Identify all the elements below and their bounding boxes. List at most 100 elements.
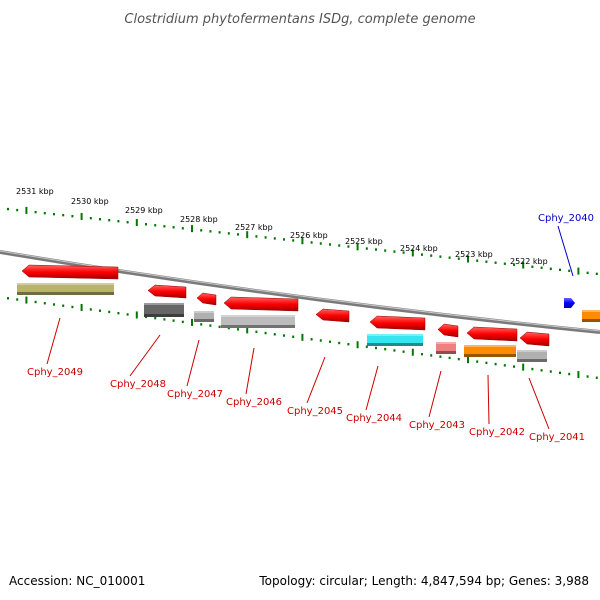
minor-tick — [108, 310, 111, 314]
kbp-label: 2531 kbp — [16, 187, 54, 196]
gene-label-Cphy_2046[interactable]: Cphy_2046 — [226, 397, 282, 408]
minor-tick — [53, 303, 55, 306]
minor-tick — [53, 212, 55, 216]
minor-tick — [329, 243, 331, 246]
minor-tick — [402, 350, 405, 353]
kbp-tick — [135, 311, 138, 319]
strand-arrow[interactable] — [466, 326, 518, 342]
minor-tick — [126, 313, 129, 316]
minor-tick — [347, 343, 350, 346]
gene-label-Cphy_2047[interactable]: Cphy_2047 — [167, 389, 223, 400]
gene-label-Cphy_2041[interactable]: Cphy_2041 — [529, 432, 585, 443]
minor-tick — [7, 207, 9, 211]
minor-tick — [448, 256, 451, 259]
kbp-tick — [356, 243, 359, 251]
minor-tick — [218, 325, 221, 329]
minor-tick — [16, 208, 19, 212]
kbp-tick — [25, 206, 28, 214]
strand-arrow[interactable] — [564, 298, 575, 308]
kbp-tick — [577, 371, 580, 379]
minor-tick — [421, 352, 423, 356]
product-block[interactable] — [221, 315, 295, 328]
minor-tick — [439, 255, 442, 258]
minor-tick — [255, 235, 258, 238]
product-block-shadow — [582, 319, 600, 322]
label-leader — [365, 365, 379, 411]
product-block-shadow — [464, 354, 516, 357]
gene-label-Cphy_2049[interactable]: Cphy_2049 — [27, 367, 83, 378]
minor-tick — [181, 320, 184, 324]
strand-arrow[interactable] — [147, 284, 187, 299]
minor-tick — [430, 354, 433, 357]
product-block-highlight — [144, 303, 184, 305]
strand-arrow[interactable] — [21, 264, 119, 280]
minor-tick — [237, 233, 239, 236]
gene-feature-Cphy_2041[interactable] — [517, 331, 550, 362]
minor-tick — [172, 319, 175, 322]
strand-arrow[interactable] — [519, 331, 550, 347]
minor-tick — [448, 356, 451, 360]
minor-tick — [71, 305, 74, 309]
gene-feature-Cphy_2040[interactable] — [564, 298, 600, 322]
kbp-tick — [135, 219, 138, 227]
strand-arrow[interactable] — [223, 296, 299, 312]
gene-label-Cphy_2043[interactable]: Cphy_2043 — [409, 420, 465, 431]
minor-tick — [540, 266, 543, 269]
minor-tick — [237, 328, 239, 331]
kbp-tick — [80, 212, 83, 220]
gene-feature-Cphy_2047[interactable] — [194, 292, 217, 322]
gene-feature-Cphy_2048[interactable] — [144, 284, 187, 317]
gene-label-Cphy_2045[interactable]: Cphy_2045 — [287, 406, 343, 417]
minor-tick — [62, 304, 65, 307]
gene-label-Cphy_2044[interactable]: Cphy_2044 — [346, 413, 402, 424]
gene-feature-Cphy_2042[interactable] — [464, 326, 518, 357]
minor-tick — [99, 218, 101, 221]
gene-label-Cphy_2048[interactable]: Cphy_2048 — [110, 379, 166, 390]
outer-tick-track — [7, 206, 598, 276]
gene-feature-Cphy_2044[interactable] — [367, 315, 426, 346]
product-block-shadow — [194, 319, 214, 322]
minor-tick — [319, 242, 322, 245]
kbp-tick — [467, 255, 469, 263]
label-leader — [557, 225, 574, 277]
minor-tick — [531, 367, 534, 371]
product-block-shadow — [221, 325, 295, 328]
minor-tick — [457, 257, 460, 260]
minor-tick — [421, 253, 423, 256]
kbp-tick — [577, 267, 580, 275]
gene-feature-Cphy_2045[interactable] — [315, 308, 350, 323]
product-block[interactable] — [144, 303, 184, 317]
gene-feature-Cphy_2046[interactable] — [221, 296, 299, 328]
product-block-highlight — [194, 311, 214, 313]
minor-tick — [71, 214, 74, 218]
minor-tick — [273, 333, 276, 336]
minor-tick — [310, 338, 313, 341]
kbp-tick — [301, 333, 304, 341]
strand-arrow[interactable] — [196, 292, 217, 306]
minor-tick — [227, 326, 230, 330]
label-leader — [129, 334, 161, 377]
gene-feature-Cphy_2043[interactable] — [436, 323, 459, 354]
gene-label-Cphy_2040[interactable]: Cphy_2040 — [538, 213, 594, 224]
product-block-shadow — [17, 292, 114, 295]
minor-tick — [62, 213, 65, 217]
strand-arrow[interactable] — [369, 315, 426, 331]
minor-tick — [273, 237, 276, 240]
strand-arrow[interactable] — [315, 308, 350, 323]
product-block-shadow — [517, 359, 547, 362]
minor-tick — [365, 247, 368, 250]
label-leader — [487, 374, 490, 425]
product-block[interactable] — [194, 311, 214, 322]
minor-tick — [503, 262, 506, 265]
gene-feature-Cphy_2049[interactable] — [17, 264, 119, 295]
kbp-tick — [522, 261, 525, 269]
strand-arrow[interactable] — [437, 323, 459, 338]
minor-tick — [503, 364, 506, 367]
kbp-label: 2524 kbp — [400, 244, 438, 253]
gene-label-Cphy_2042[interactable]: Cphy_2042 — [469, 427, 525, 438]
kbp-label: 2526 kbp — [290, 231, 328, 240]
minor-tick — [34, 210, 37, 214]
product-block-highlight — [517, 350, 547, 352]
